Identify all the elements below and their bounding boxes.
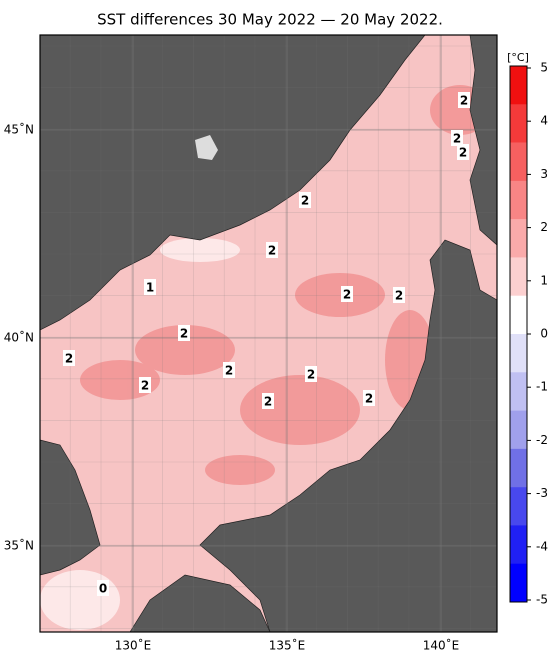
lat-label: 45˚N: [4, 122, 34, 137]
colorbar-swatch: [510, 104, 527, 143]
lon-label: 140˚E: [423, 638, 460, 653]
colorbar-tick-label: -1: [536, 380, 548, 394]
colorbar-tick-label: 5: [540, 61, 548, 75]
contour-label-box: [97, 580, 109, 596]
lon-label: 135˚E: [269, 638, 306, 653]
lon-label: 130˚E: [115, 638, 152, 653]
colorbar-swatch: [510, 219, 527, 258]
colorbar-tick-label: 3: [540, 167, 548, 181]
colorbar-swatch: [510, 525, 527, 565]
colorbar-tick-label: -2: [536, 433, 548, 447]
land: [40, 35, 497, 632]
colorbar-tick-label: 4: [540, 114, 548, 128]
colorbar-swatch: [510, 334, 527, 373]
colorbar-swatch: [510, 180, 527, 220]
colorbar-swatch: [510, 487, 527, 526]
contour-label: 2: [365, 392, 373, 406]
colorbar-swatch: [510, 142, 527, 182]
contour-label: 2: [459, 146, 467, 160]
contour-label-box: [363, 390, 375, 406]
contour-label-box: [262, 393, 274, 409]
contour-label: 2: [65, 352, 73, 366]
contour-label-box: [266, 242, 278, 258]
contour-label: 2: [264, 395, 272, 409]
colorbar-swatch: [510, 448, 527, 488]
contour-label: 2: [307, 368, 315, 382]
contour-label: 0: [99, 582, 107, 596]
contour-label: 2: [225, 364, 233, 378]
map-frame: [39, 34, 498, 633]
colorbar-tick-label: -3: [536, 486, 548, 500]
colorbar-unit: [°C]: [507, 51, 529, 64]
contour-label: 2: [395, 289, 403, 303]
contour-label-box: [63, 350, 75, 366]
contour-label-box: [178, 325, 190, 341]
contour-label-box: [223, 362, 235, 378]
contour-label-box: [457, 144, 469, 160]
contour-label: 2: [141, 379, 149, 393]
colorbar-tick-label: 0: [540, 327, 548, 341]
colorbar-swatch: [510, 257, 527, 297]
contour-label: 2: [268, 244, 276, 258]
contour-label-box: [341, 286, 353, 302]
contour-label-box: [299, 192, 311, 208]
colorbar-swatch: [510, 372, 527, 411]
lat-label: 40˚N: [4, 330, 34, 345]
colorbar-tick-label: -4: [536, 539, 548, 553]
colorbar-swatch: [510, 295, 527, 335]
contour-label: 2: [301, 194, 309, 208]
title: SST differences 30 May 2022 — 20 May 202…: [97, 11, 443, 29]
contour-label: 2: [460, 94, 468, 108]
colorbar-swatch: [510, 410, 527, 450]
contour-label-box: [393, 287, 405, 303]
contour-label-box: [305, 366, 317, 382]
lake: [195, 135, 218, 160]
contour-label-box: [144, 279, 156, 295]
graticule: [40, 35, 497, 632]
colorbar-swatch: [510, 563, 527, 603]
colorbar-tick-label: 2: [540, 220, 548, 234]
contour-label: 1: [146, 281, 154, 295]
contour-label-box: [139, 377, 151, 393]
colorbar-swatch: [510, 66, 527, 105]
lat-label: 35˚N: [4, 538, 34, 553]
contour-label-box: [451, 130, 463, 146]
colorbar-tick-label: -5: [536, 593, 548, 607]
contour-label: 2: [180, 327, 188, 341]
contour-label: 2: [453, 132, 461, 146]
contour-label: 2: [343, 288, 351, 302]
contour-label-box: [458, 92, 470, 108]
colorbar-tick-label: 1: [540, 273, 548, 287]
